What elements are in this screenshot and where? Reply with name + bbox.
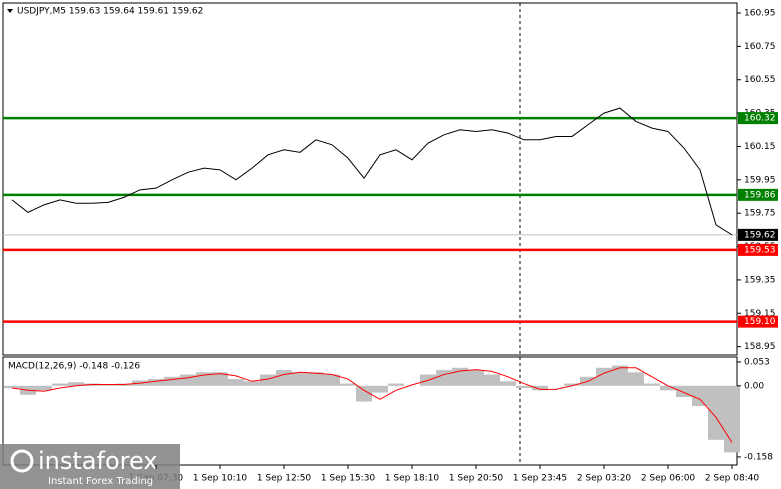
macd-bar: [164, 376, 180, 386]
macd-bar: [516, 385, 532, 389]
macd-bar: [692, 385, 708, 407]
x-tick-label: 1 Sep 12:50: [257, 474, 312, 484]
macd-bar: [36, 385, 52, 391]
y-tick-label: 158.95: [744, 342, 776, 352]
price-line: [11, 107, 733, 236]
last-price-label: 159.62: [744, 230, 776, 240]
y-tick-label: 160.55: [744, 75, 776, 85]
x-tick-label: 2 Sep 06:00: [641, 474, 696, 484]
x-tick-label: 1 Sep 20:50: [449, 474, 504, 484]
macd-bar: [388, 383, 404, 386]
macd-bar: [100, 384, 116, 386]
y-tick-label: 160.95: [744, 9, 776, 19]
macd-bar: [324, 374, 340, 386]
macd-bar: [596, 367, 612, 386]
macd-bar: [212, 372, 228, 386]
macd-bar: [628, 372, 644, 386]
macd-bar: [308, 372, 324, 386]
level-label: 159.53: [744, 245, 776, 255]
x-tick-label: 2 Sep 03:20: [577, 474, 632, 484]
y-tick-label: 0.053: [744, 357, 770, 367]
chart-title: USDJPY,M5 159.63 159.64 159.61 159.62: [17, 7, 203, 17]
level-tag: [738, 243, 778, 256]
level-label: 159.10: [744, 317, 776, 327]
watermark-brand: instaforex: [38, 447, 158, 475]
level-tag: [738, 112, 778, 125]
macd-bar: [148, 379, 164, 386]
macd-bar: [660, 385, 676, 391]
x-tick-label: 1 Sep 15:30: [321, 474, 376, 484]
menu-icon: [7, 9, 13, 13]
macd-bar: [340, 383, 356, 386]
y-tick-label: 160.15: [744, 142, 776, 152]
macd-bar: [180, 374, 196, 386]
macd-bar: [68, 382, 84, 386]
signal-line: [11, 367, 733, 443]
macd-bar: [356, 385, 372, 402]
y-tick-label: 159.15: [744, 309, 776, 319]
macd-bar: [52, 383, 68, 386]
macd-bar: [644, 383, 660, 386]
last-price-tag: [738, 228, 778, 241]
macd-bar: [292, 372, 308, 386]
x-tick-label: 1 Sep 23:45: [513, 474, 567, 484]
x-tick-label: 1 Sep 10:10: [193, 474, 248, 484]
macd-bar: [244, 381, 260, 386]
macd-bar: [676, 385, 692, 398]
macd-bar: [260, 374, 276, 386]
macd-bar: [228, 379, 244, 386]
watermark: instaforex Instant Forex Trading: [0, 444, 180, 489]
macd-bar: [436, 370, 452, 386]
macd-bar: [468, 370, 484, 386]
level-tag: [738, 315, 778, 328]
y-tick-label: -0.158: [744, 452, 773, 462]
level-label: 160.32: [744, 114, 776, 124]
y-tick-label: 159.35: [744, 275, 776, 285]
macd-bar: [564, 383, 580, 386]
watermark-icon: [10, 449, 34, 473]
y-tick-label: 159.75: [744, 209, 776, 219]
macd-bar: [500, 381, 516, 386]
x-tick-label: 1 Sep 18:10: [385, 474, 440, 484]
y-tick-label: 160.75: [744, 42, 776, 52]
level-label: 159.86: [744, 190, 776, 200]
level-tag: [738, 188, 778, 201]
macd-bar: [532, 385, 548, 391]
y-tick-label: 0.00: [744, 381, 764, 391]
macd-bar: [4, 385, 20, 389]
x-tick-label: 2 Sep 08:40: [705, 474, 760, 484]
macd-bar: [484, 374, 500, 386]
price-panel: [2, 2, 738, 356]
y-tick-label: 159.95: [744, 175, 776, 185]
macd-bar: [708, 385, 724, 440]
macd-bar: [612, 365, 628, 386]
macd-bar: [276, 370, 292, 386]
macd-bar: [372, 385, 388, 393]
watermark-tagline: Instant Forex Trading: [48, 476, 153, 487]
macd-title: MACD(12,26,9) -0.148 -0.126: [8, 362, 140, 372]
